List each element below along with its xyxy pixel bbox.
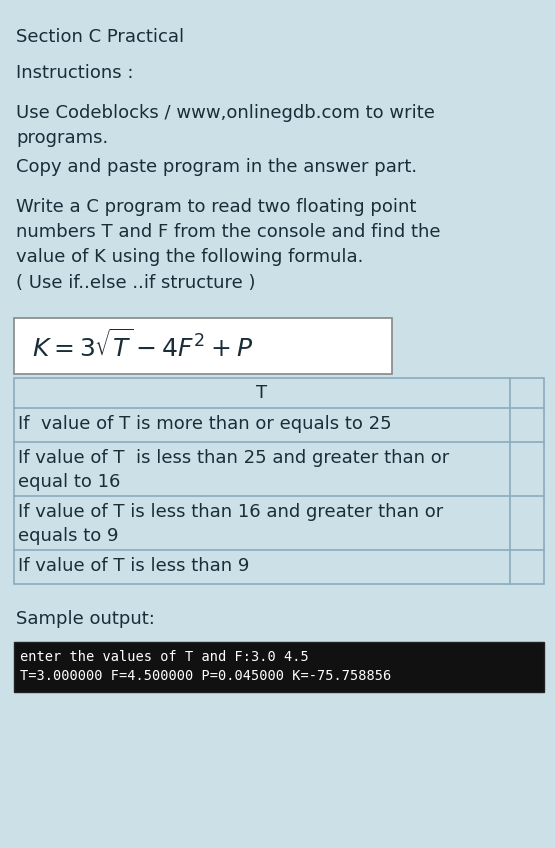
Text: If value of T is less than 9: If value of T is less than 9 (18, 557, 249, 575)
Text: ( Use if..else ..if structure ): ( Use if..else ..if structure ) (16, 274, 255, 292)
Text: $K = 3\sqrt{T} - 4F^2 + P$: $K = 3\sqrt{T} - 4F^2 + P$ (32, 330, 253, 362)
Text: If value of T is less than 16 and greater than or
equals to 9: If value of T is less than 16 and greate… (18, 503, 443, 545)
Text: Copy and paste program in the answer part.: Copy and paste program in the answer par… (16, 158, 417, 176)
FancyBboxPatch shape (14, 378, 544, 584)
FancyBboxPatch shape (14, 318, 392, 374)
Text: T=3.000000 F=4.500000 P=0.045000 K=-75.758856: T=3.000000 F=4.500000 P=0.045000 K=-75.7… (20, 669, 391, 683)
Text: T: T (256, 384, 268, 402)
Text: Use Codeblocks / www,onlinegdb.com to write
programs.: Use Codeblocks / www,onlinegdb.com to wr… (16, 104, 435, 147)
Text: If value of T  is less than 25 and greater than or
equal to 16: If value of T is less than 25 and greate… (18, 449, 449, 491)
Text: Sample output:: Sample output: (16, 610, 155, 628)
FancyBboxPatch shape (14, 642, 544, 692)
Text: Instructions :: Instructions : (16, 64, 134, 82)
Text: Section C Practical: Section C Practical (16, 28, 184, 46)
Text: If  value of T is more than or equals to 25: If value of T is more than or equals to … (18, 415, 392, 433)
Text: Write a C program to read two floating point
numbers T and F from the console an: Write a C program to read two floating p… (16, 198, 441, 266)
Text: enter the values of T and F:3.0 4.5: enter the values of T and F:3.0 4.5 (20, 650, 309, 664)
